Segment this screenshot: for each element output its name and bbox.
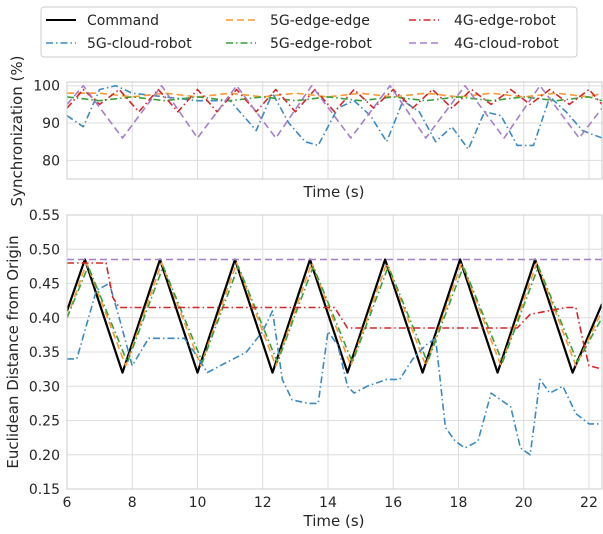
series-4g-edge-robot [67, 262, 602, 370]
y-tick-label: 90 [42, 116, 60, 132]
distance-y-axis-label: Euclidean Distance from Origin [4, 235, 22, 468]
x-tick-label: 22 [580, 495, 598, 511]
sync-panel: 80 90 100 Time (s) Synchronization (%) [8, 56, 603, 207]
x-tick-label: 10 [189, 495, 207, 511]
series-4g-cloud-robot [67, 84, 602, 139]
x-tick-label: 18 [450, 495, 468, 511]
x-tick-label: 20 [515, 495, 533, 511]
legend-label-command: Command [87, 13, 159, 29]
distance-series [67, 258, 602, 456]
legend-entry-5g-edge-robot: 5G-edge-robot [226, 36, 372, 52]
legend-entry-4g-cloud-robot: 4G-cloud-robot [409, 36, 559, 52]
distance-y-ticks: 0.15 0.20 0.25 0.30 0.35 0.40 0.45 0.50 0.55 [29, 208, 60, 498]
distance-x-ticks: 6 8 10 12 14 16 18 20 22 [63, 495, 598, 511]
distance-frame [66, 214, 603, 490]
series-5g-edge-robot [67, 265, 602, 364]
y-tick-label: 80 [42, 153, 60, 169]
y-tick-label: 0.50 [29, 242, 60, 258]
x-tick-label: 8 [128, 495, 137, 511]
x-tick-label: 12 [254, 495, 272, 511]
series-5g-cloud-robot [67, 84, 602, 150]
legend-label-5g-edge-robot: 5G-edge-robot [270, 36, 372, 52]
y-tick-label: 0.35 [29, 345, 60, 361]
x-tick-label: 6 [63, 495, 72, 511]
legend-label-5g-edge-edge: 5G-edge-edge [270, 13, 370, 29]
y-tick-label: 0.55 [29, 208, 60, 224]
legend-frame [40, 6, 578, 58]
distance-panel: 6 8 10 12 14 16 18 20 22 0.15 0.20 0.25 0.30 0.35 0.4… [4, 208, 603, 530]
sync-frame [66, 81, 603, 180]
legend-entry-command: Command [46, 13, 159, 29]
sync-series [67, 84, 602, 150]
sync-y-ticks: 80 90 100 [33, 79, 60, 170]
legend-label-4g-edge-robot: 4G-edge-robot [454, 13, 556, 29]
legend-entry-4g-edge-robot: 4G-edge-robot [409, 13, 556, 29]
series-5g-cloud-robot [67, 282, 602, 456]
legend-entry-5g-cloud-robot: 5G-cloud-robot [46, 36, 192, 52]
sync-y-axis-label: Synchronization (%) [8, 56, 26, 207]
x-tick-label: 16 [384, 495, 402, 511]
sync-grid [66, 82, 602, 179]
y-tick-label: 0.45 [29, 277, 60, 293]
y-tick-label: 0.25 [29, 414, 60, 430]
legend: Command 5G-cloud-robot 5G-edge-edge 5G-e… [40, 6, 578, 58]
legend-label-5g-cloud-robot: 5G-cloud-robot [87, 36, 192, 52]
series-command [67, 258, 602, 374]
distance-x-axis-label: Time (s) [303, 512, 365, 530]
legend-label-4g-cloud-robot: 4G-cloud-robot [454, 36, 559, 52]
y-tick-label: 100 [33, 79, 60, 95]
series-5g-edge-edge [67, 92, 602, 98]
series-5g-edge-edge [67, 262, 602, 367]
series-4g-edge-robot [67, 88, 602, 113]
legend-entry-5g-edge-edge: 5G-edge-edge [226, 13, 370, 29]
y-tick-label: 0.30 [29, 379, 60, 395]
y-tick-label: 0.20 [29, 448, 60, 464]
series-5g-edge-robot [67, 96, 602, 102]
y-tick-label: 0.40 [29, 311, 60, 327]
y-tick-label: 0.15 [29, 482, 60, 498]
x-tick-label: 14 [319, 495, 337, 511]
sync-x-axis-label: Time (s) [303, 183, 365, 201]
